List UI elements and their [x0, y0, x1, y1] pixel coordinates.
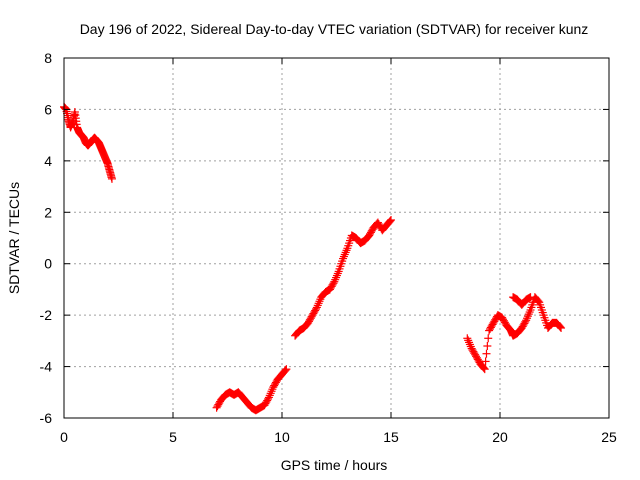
data-point	[264, 385, 277, 402]
chart-title: Day 196 of 2022, Sidereal Day-to-day VTE…	[80, 21, 589, 37]
y-tick-label: 8	[44, 50, 52, 66]
data-point	[260, 394, 273, 410]
data-point	[526, 293, 535, 302]
data-point	[463, 334, 475, 351]
data-point	[557, 324, 566, 332]
data-point	[535, 298, 547, 317]
y-tick-label: -2	[40, 307, 53, 323]
y-tick-label: 2	[44, 204, 52, 220]
data-point	[325, 279, 338, 294]
x-tick-label: 10	[274, 429, 290, 445]
x-axis-label: GPS time / hours	[281, 457, 388, 473]
y-tick-label: 6	[44, 101, 52, 117]
y-tick-label: 4	[44, 153, 52, 169]
data-point	[480, 334, 493, 374]
data-point	[485, 320, 497, 335]
data-point	[530, 293, 543, 306]
data-point	[387, 216, 395, 224]
x-tick-label: 5	[169, 429, 177, 445]
grid-lines	[64, 58, 609, 418]
data-point	[312, 295, 325, 312]
data-point	[282, 365, 291, 374]
data-point	[107, 174, 116, 183]
axis-ticks	[63, 57, 610, 419]
y-axis-label: SDTVAR / TECUs	[6, 182, 22, 294]
data-point	[522, 308, 534, 325]
y-tick-label: 0	[44, 256, 52, 272]
data-points	[60, 102, 566, 415]
data-point	[339, 246, 351, 263]
y-tick-label: -6	[40, 410, 53, 426]
data-point	[502, 321, 515, 334]
data-point	[476, 360, 488, 373]
data-point	[321, 285, 334, 296]
x-tick-label: 0	[60, 429, 68, 445]
data-point	[543, 319, 556, 332]
data-point	[70, 108, 81, 129]
tick-labels: 0 5 10 15 20 25 -6 -4 -2 0 2 4 6 8	[40, 50, 617, 445]
data-point	[330, 269, 342, 286]
x-tick-label: 25	[601, 429, 617, 445]
data-point	[552, 318, 565, 331]
x-tick-label: 20	[492, 429, 508, 445]
y-tick-label: -4	[40, 359, 53, 375]
x-tick-label: 15	[383, 429, 399, 445]
data-point	[382, 217, 395, 230]
plot-frame	[63, 57, 610, 419]
data-point	[308, 304, 321, 320]
data-point	[273, 371, 286, 384]
